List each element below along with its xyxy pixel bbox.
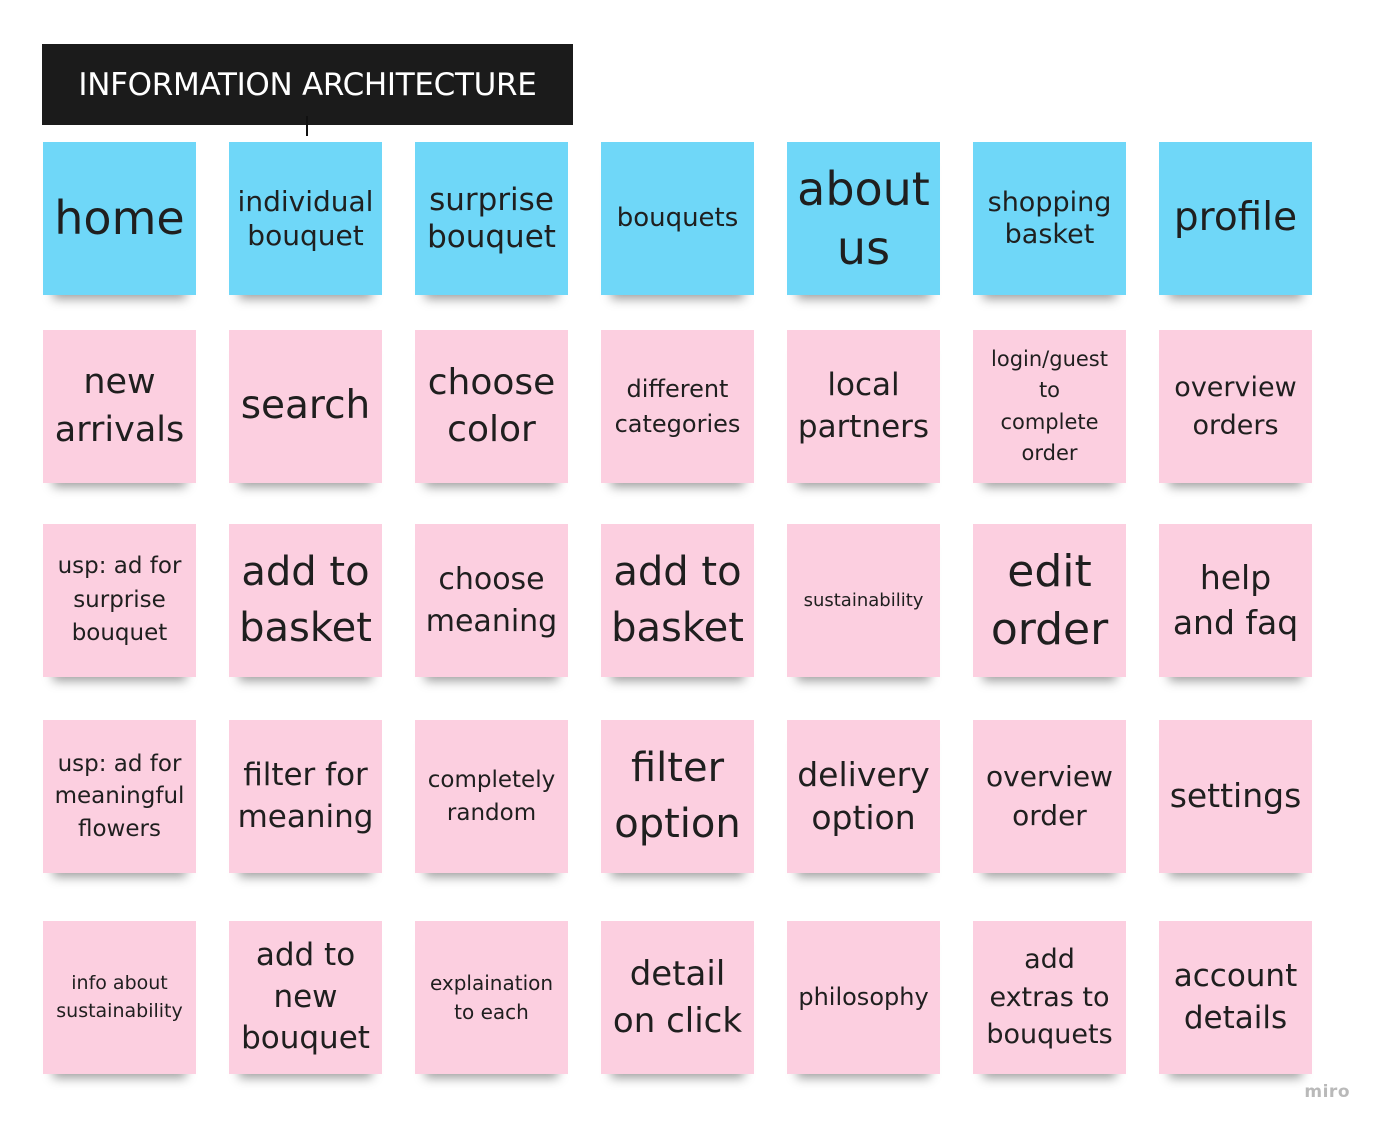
sticky-note-text: help and faq xyxy=(1172,557,1299,642)
sticky-note-search[interactable]: search xyxy=(229,330,382,483)
sticky-note-about-us[interactable]: about us xyxy=(787,142,940,295)
sticky-note-text: surprise bouquet xyxy=(427,181,556,255)
sticky-note-choose-color[interactable]: choose color xyxy=(415,330,568,483)
sticky-note-shopping-basket[interactable]: shopping basket xyxy=(973,142,1126,295)
sticky-note-overview-order[interactable]: overview order xyxy=(973,720,1126,873)
sticky-note-text: profile xyxy=(1173,195,1298,241)
sticky-note-bouquets[interactable]: bouquets xyxy=(601,142,754,295)
sticky-note-home[interactable]: home xyxy=(43,142,196,295)
sticky-note-philosophy[interactable]: philosophy xyxy=(787,921,940,1074)
sticky-note-delivery-option[interactable]: delivery option xyxy=(787,720,940,873)
sticky-note-add-extras[interactable]: add extras to bouquets xyxy=(973,921,1126,1074)
sticky-note-text: individual bouquet xyxy=(237,185,374,252)
text-cursor xyxy=(306,116,308,136)
sticky-note-text: choose meaning xyxy=(425,561,558,639)
sticky-note-filter-option[interactable]: filter option xyxy=(601,720,754,873)
sticky-note-text: add extras to bouquets xyxy=(986,943,1113,1051)
sticky-note-text: add to basket xyxy=(239,549,372,651)
sticky-note-text: shopping basket xyxy=(987,186,1112,250)
sticky-note-text: explaination to each xyxy=(429,970,554,1024)
sticky-note-overview-orders[interactable]: overview orders xyxy=(1159,330,1312,483)
sticky-note-surprise-bouquet[interactable]: surprise bouquet xyxy=(415,142,568,295)
sticky-note-text: sustainability xyxy=(803,589,924,611)
sticky-note-text: add to new bouquet xyxy=(241,936,370,1057)
sticky-note-explanation-each[interactable]: explaination to each xyxy=(415,921,568,1074)
sticky-note-text: overview orders xyxy=(1174,371,1297,441)
sticky-note-text: choose color xyxy=(427,361,556,450)
sticky-note-add-new-bouquet[interactable]: add to new bouquet xyxy=(229,921,382,1074)
sticky-note-text: settings xyxy=(1169,776,1302,816)
sticky-note-text: usp: ad for surprise bouquet xyxy=(57,553,182,647)
sticky-note-text: different categories xyxy=(614,374,741,438)
sticky-note-text: home xyxy=(54,191,185,246)
sticky-note-text: delivery option xyxy=(797,754,930,837)
sticky-note-different-categories[interactable]: different categories xyxy=(601,330,754,483)
miro-watermark: miro xyxy=(1304,1082,1350,1102)
sticky-note-text: new arrivals xyxy=(54,362,185,450)
sticky-note-text: philosophy xyxy=(798,983,929,1012)
sticky-note-account-details[interactable]: account details xyxy=(1159,921,1312,1074)
sticky-note-text: overview order xyxy=(986,759,1113,832)
sticky-note-text: edit order xyxy=(990,546,1109,655)
sticky-note-local-partners[interactable]: local partners xyxy=(787,330,940,483)
sticky-note-add-to-basket-2[interactable]: add to basket xyxy=(601,524,754,677)
sticky-note-filter-meaning[interactable]: filter for meaning xyxy=(229,720,382,873)
board-title[interactable]: INFORMATION ARCHITECTURE xyxy=(42,44,573,125)
sticky-note-text: usp: ad for meaningful flowers xyxy=(54,751,185,842)
sticky-note-individual-bouquet[interactable]: individual bouquet xyxy=(229,142,382,295)
sticky-note-detail-on-click[interactable]: detail on click xyxy=(601,921,754,1074)
sticky-note-settings[interactable]: settings xyxy=(1159,720,1312,873)
sticky-note-login-guest[interactable]: login/guest to complete order xyxy=(973,330,1126,483)
sticky-note-new-arrivals[interactable]: new arrivals xyxy=(43,330,196,483)
sticky-note-text: login/guest to complete order xyxy=(991,346,1108,466)
sticky-note-profile[interactable]: profile xyxy=(1159,142,1312,295)
sticky-note-info-sustainability[interactable]: info about sustainability xyxy=(43,921,196,1074)
sticky-note-text: search xyxy=(240,383,371,429)
sticky-note-usp-meaningful[interactable]: usp: ad for meaningful flowers xyxy=(43,720,196,873)
board-title-text: INFORMATION ARCHITECTURE xyxy=(78,66,537,103)
sticky-note-text: filter option xyxy=(614,745,741,847)
sticky-note-text: detail on click xyxy=(612,953,743,1041)
sticky-note-text: info about sustainability xyxy=(56,971,183,1022)
sticky-note-text: filter for meaning xyxy=(237,756,374,835)
sticky-note-help-faq[interactable]: help and faq xyxy=(1159,524,1312,677)
sticky-note-text: add to basket xyxy=(611,549,744,651)
sticky-note-sustainability[interactable]: sustainability xyxy=(787,524,940,677)
sticky-note-completely-random[interactable]: completely random xyxy=(415,720,568,873)
sticky-note-text: about us xyxy=(797,161,930,275)
sticky-note-text: bouquets xyxy=(616,203,739,234)
sticky-note-text: local partners xyxy=(797,366,930,445)
sticky-note-choose-meaning[interactable]: choose meaning xyxy=(415,524,568,677)
sticky-note-edit-order[interactable]: edit order xyxy=(973,524,1126,677)
sticky-note-add-to-basket-1[interactable]: add to basket xyxy=(229,524,382,677)
sticky-note-text: completely random xyxy=(427,767,556,826)
sticky-note-usp-surprise[interactable]: usp: ad for surprise bouquet xyxy=(43,524,196,677)
sticky-note-text: account details xyxy=(1173,957,1298,1036)
